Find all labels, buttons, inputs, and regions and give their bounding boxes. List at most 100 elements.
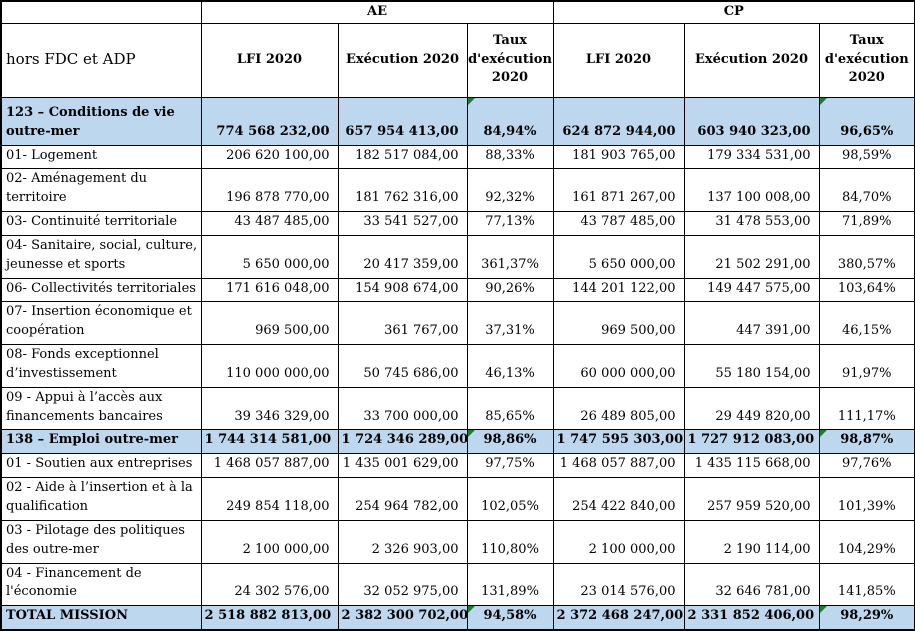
taux-cell: 88,33% bbox=[466, 144, 554, 170]
error-indicator-triangle bbox=[820, 606, 827, 614]
row-label: 06- Collectivités territoriales bbox=[0, 277, 202, 303]
row-label: 01- Logement bbox=[0, 144, 202, 170]
value-cell: 257 959 520,00 bbox=[683, 477, 820, 521]
group-header-row: AE CP bbox=[0, 0, 915, 24]
value-cell: 60 000 000,00 bbox=[552, 344, 685, 388]
value-cell: 2 100 000,00 bbox=[200, 519, 339, 564]
value-cell: 31 478 553,00 bbox=[683, 211, 820, 236]
taux-cell: 37,31% bbox=[466, 301, 554, 346]
table-row-program-123: 123 – Conditions de vie outre-mer 774 56… bbox=[0, 96, 915, 146]
table-row: 03 - Pilotage des politiques des outre-m… bbox=[0, 519, 915, 564]
taux-cell: 97,75% bbox=[466, 453, 554, 479]
taux-cell: 111,17% bbox=[818, 386, 915, 431]
taux-cell: 102,05% bbox=[466, 477, 554, 521]
col-header-execution-ae: Exécution 2020 bbox=[337, 22, 468, 98]
taux-cell: 131,89% bbox=[466, 562, 554, 607]
row-label: 08- Fonds exceptionnel d’investissement bbox=[0, 344, 202, 388]
value-cell: 2 518 882 813,00 bbox=[200, 605, 339, 631]
error-indicator-triangle bbox=[468, 606, 475, 614]
row-label: TOTAL MISSION bbox=[0, 605, 202, 631]
value-cell: 1 744 314 581,00 bbox=[200, 429, 339, 455]
taux-cell: 71,89% bbox=[818, 211, 915, 236]
taux-cell: 98,59% bbox=[818, 144, 915, 170]
value-cell: 254 964 782,00 bbox=[337, 477, 468, 521]
value-cell: 50 745 686,00 bbox=[337, 344, 468, 388]
value-cell: 1 724 346 289,00 bbox=[337, 429, 468, 455]
taux-cell: 380,57% bbox=[818, 234, 915, 279]
value-cell: 1 747 595 303,00 bbox=[552, 429, 685, 455]
taux-cell: 98,87% bbox=[818, 429, 915, 455]
table-row-program-138: 138 – Emploi outre-mer 1 744 314 581,00 … bbox=[0, 429, 915, 455]
row-label: 01 - Soutien aux entreprises bbox=[0, 453, 202, 479]
value-cell: 181 762 316,00 bbox=[337, 168, 468, 213]
value-cell: 1 727 912 083,00 bbox=[683, 429, 820, 455]
col-header-lfi-ae: LFI 2020 bbox=[200, 22, 339, 98]
value-cell: 43 787 485,00 bbox=[552, 211, 685, 236]
value-cell: 624 872 944,00 bbox=[552, 96, 685, 146]
value-cell: 2 372 468 247,00 bbox=[552, 605, 685, 631]
taux-cell: 141,85% bbox=[818, 562, 915, 607]
value-cell: 137 100 008,00 bbox=[683, 168, 820, 213]
table-row-total-mission: TOTAL MISSION 2 518 882 813,00 2 382 300… bbox=[0, 605, 915, 631]
value-cell: 969 500,00 bbox=[552, 301, 685, 346]
table-row: 01 - Soutien aux entreprises 1 468 057 8… bbox=[0, 453, 915, 479]
taux-cell: 94,58% bbox=[466, 605, 554, 631]
value-cell: 144 201 122,00 bbox=[552, 277, 685, 303]
value-cell: 179 334 531,00 bbox=[683, 144, 820, 170]
value-cell: 171 616 048,00 bbox=[200, 277, 339, 303]
row-label: 02 - Aide à l’insertion et à la qualific… bbox=[0, 477, 202, 521]
value-cell: 181 903 765,00 bbox=[552, 144, 685, 170]
value-cell: 26 489 805,00 bbox=[552, 386, 685, 431]
error-indicator-triangle bbox=[820, 430, 827, 438]
column-header-row: hors FDC et ADP LFI 2020 Exécution 2020 … bbox=[0, 22, 915, 98]
table-row: 09 - Appui à l’accès aux financements ba… bbox=[0, 386, 915, 431]
value-cell: 1 435 001 629,00 bbox=[337, 453, 468, 479]
value-cell: 447 391,00 bbox=[683, 301, 820, 346]
value-cell: 2 326 903,00 bbox=[337, 519, 468, 564]
value-cell: 110 000 000,00 bbox=[200, 344, 339, 388]
group-header-cp: CP bbox=[552, 0, 915, 24]
value-cell: 249 854 118,00 bbox=[200, 477, 339, 521]
error-indicator-triangle bbox=[468, 430, 475, 438]
value-cell: 5 650 000,00 bbox=[552, 234, 685, 279]
row-label: 07- Insertion économique et coopération bbox=[0, 301, 202, 346]
taux-cell: 96,65% bbox=[818, 96, 915, 146]
value-cell: 2 382 300 702,00 bbox=[337, 605, 468, 631]
row-label: 04- Sanitaire, social, culture, jeunesse… bbox=[0, 234, 202, 279]
row-label: 02- Aménagement du territoire bbox=[0, 168, 202, 213]
value-cell: 603 940 323,00 bbox=[683, 96, 820, 146]
col-header-taux-cp: Taux d'exécution 2020 bbox=[818, 22, 915, 98]
taux-cell: 101,39% bbox=[818, 477, 915, 521]
table-row: 06- Collectivités territoriales 171 616 … bbox=[0, 277, 915, 303]
value-cell: 657 954 413,00 bbox=[337, 96, 468, 146]
taux-cell: 98,29% bbox=[818, 605, 915, 631]
table-row: 04 - Financement de l'économie 24 302 57… bbox=[0, 562, 915, 607]
value-cell: 29 449 820,00 bbox=[683, 386, 820, 431]
taux-cell: 77,13% bbox=[466, 211, 554, 236]
value-cell: 1 435 115 668,00 bbox=[683, 453, 820, 479]
value-cell: 149 447 575,00 bbox=[683, 277, 820, 303]
value-cell: 43 487 485,00 bbox=[200, 211, 339, 236]
value-cell: 20 417 359,00 bbox=[337, 234, 468, 279]
table-row: 01- Logement 206 620 100,00 182 517 084,… bbox=[0, 144, 915, 170]
value-cell: 182 517 084,00 bbox=[337, 144, 468, 170]
taux-cell: 97,76% bbox=[818, 453, 915, 479]
value-cell: 39 346 329,00 bbox=[200, 386, 339, 431]
taux-cell: 85,65% bbox=[466, 386, 554, 431]
value-cell: 1 468 057 887,00 bbox=[552, 453, 685, 479]
value-cell: 24 302 576,00 bbox=[200, 562, 339, 607]
error-indicator-triangle bbox=[468, 98, 475, 105]
group-header-ae: AE bbox=[200, 0, 554, 24]
taux-cell: 84,70% bbox=[818, 168, 915, 213]
value-cell: 32 052 975,00 bbox=[337, 562, 468, 607]
taux-cell: 110,80% bbox=[466, 519, 554, 564]
taux-cell: 90,26% bbox=[466, 277, 554, 303]
table-row: 03- Continuité territoriale 43 487 485,0… bbox=[0, 211, 915, 236]
row-label: 138 – Emploi outre-mer bbox=[0, 429, 202, 455]
value-cell: 161 871 267,00 bbox=[552, 168, 685, 213]
value-cell: 196 878 770,00 bbox=[200, 168, 339, 213]
table-row: 07- Insertion économique et coopération … bbox=[0, 301, 915, 346]
col-header-taux-ae: Taux d'exécution 2020 bbox=[466, 22, 554, 98]
corner-label: hors FDC et ADP bbox=[0, 22, 202, 98]
